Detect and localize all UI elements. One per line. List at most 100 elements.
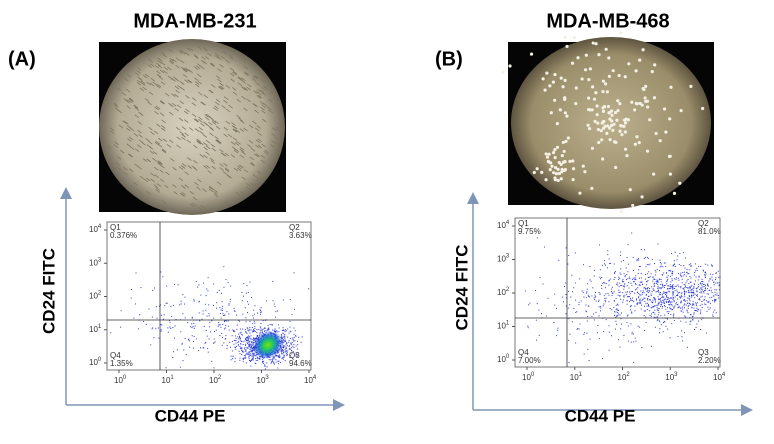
event-dot [692, 315, 694, 317]
event-dot [712, 314, 714, 316]
event-dot [293, 343, 295, 345]
event-dot [254, 362, 256, 364]
cell-texture [186, 139, 192, 144]
event-dot [628, 301, 630, 303]
event-dot [165, 302, 167, 304]
event-dot [261, 331, 263, 333]
cell-texture [159, 178, 165, 183]
event-dot [639, 284, 641, 286]
event-dot [290, 357, 292, 359]
event-dot [647, 305, 649, 307]
event-dot [660, 302, 662, 304]
cell-texture [257, 170, 262, 175]
event-dot [624, 286, 626, 288]
event-dot [290, 343, 292, 345]
event-dot [671, 253, 673, 255]
cell-texture [113, 104, 119, 108]
cell-texture [230, 78, 235, 83]
event-dot [617, 278, 619, 280]
cell-texture [126, 127, 131, 132]
quadrant-percent: 0.376% [110, 231, 137, 240]
event-dot [222, 323, 224, 325]
tick-base: 10 [89, 325, 98, 334]
cell-texture [255, 139, 261, 144]
event-dot [160, 329, 162, 331]
event-dot [635, 298, 637, 300]
event-dot [710, 287, 712, 289]
cell-texture [154, 174, 159, 178]
event-dot [694, 310, 696, 312]
event-dot [645, 316, 647, 318]
cell-texture [232, 128, 238, 133]
event-dot [710, 278, 712, 280]
cell-texture [154, 106, 159, 111]
tick-exp: 0 [123, 375, 127, 381]
event-dot [278, 356, 280, 358]
event-dot [209, 326, 211, 328]
event-dot [708, 293, 710, 295]
event-dot [578, 304, 580, 306]
cell-texture [188, 47, 194, 51]
cell-texture [194, 182, 199, 186]
event-dot [688, 273, 690, 275]
event-dot [240, 331, 242, 333]
event-dot [698, 276, 700, 278]
y-tick-label: 102 [497, 287, 510, 298]
quadrant-name: Q1 [518, 219, 529, 228]
event-dot [653, 283, 655, 285]
event-dot [633, 300, 635, 302]
event-dot [252, 323, 254, 325]
cell-texture [200, 101, 205, 106]
cell-texture [204, 56, 210, 60]
event-dot [716, 289, 718, 291]
event-dot [285, 348, 287, 350]
event-dot [234, 330, 236, 332]
event-dot [650, 295, 652, 297]
event-dot [647, 289, 649, 291]
event-dot [651, 302, 653, 304]
event-dot [284, 336, 286, 338]
event-dot [672, 293, 674, 295]
event-dot [687, 287, 689, 289]
event-dot [276, 330, 278, 332]
event-dot [247, 329, 249, 331]
event-dot [684, 257, 686, 259]
event-dot [208, 315, 210, 317]
event-dot [223, 328, 225, 330]
event-dot [694, 270, 696, 272]
event-dot [686, 300, 688, 302]
event-dot [282, 339, 284, 341]
event-dot [709, 289, 711, 291]
cell-texture [176, 136, 181, 141]
event-dot [567, 263, 569, 265]
event-dot [602, 305, 604, 307]
cell-texture [257, 144, 263, 149]
event-dot [278, 357, 280, 359]
cell-texture [169, 59, 175, 64]
event-dot [619, 254, 621, 256]
event-dot [233, 330, 235, 332]
cell-texture [233, 167, 239, 172]
cell-texture [158, 76, 164, 80]
event-dot [623, 285, 625, 287]
event-dot [160, 330, 162, 332]
event-dot [598, 300, 600, 302]
event-dot [298, 336, 300, 338]
event-dot [252, 359, 254, 361]
event-dot [664, 306, 666, 308]
event-dot [671, 271, 673, 273]
event-dot [151, 328, 153, 330]
event-dot [652, 276, 654, 278]
event-dot [208, 338, 210, 340]
cell-texture [201, 101, 206, 106]
cell [551, 80, 555, 84]
cell [590, 85, 595, 89]
event-dot [621, 284, 623, 286]
event-dot [667, 278, 669, 280]
event-dot [625, 291, 627, 293]
event-dot [294, 308, 296, 310]
event-dot [686, 291, 688, 293]
event-dot [690, 289, 692, 291]
event-dot [241, 300, 243, 302]
